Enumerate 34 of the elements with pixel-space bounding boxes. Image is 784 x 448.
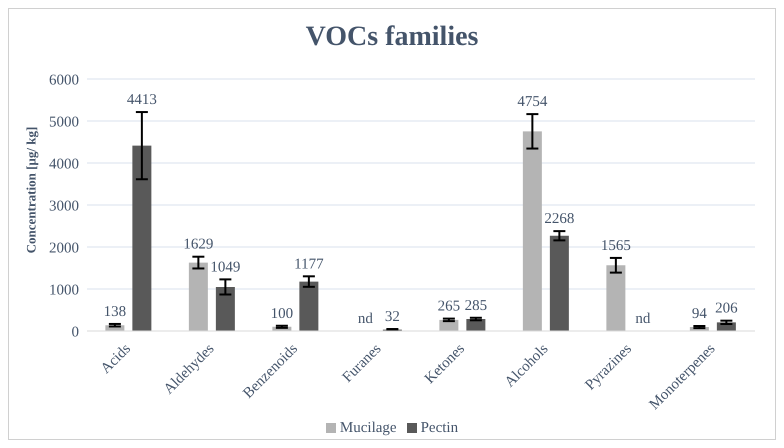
data-label: 1565 bbox=[600, 238, 631, 254]
data-label: 1629 bbox=[183, 236, 214, 253]
bar bbox=[522, 131, 542, 331]
bar bbox=[132, 146, 152, 331]
y-tick-label: 2000 bbox=[49, 240, 79, 256]
data-label: 1049 bbox=[210, 259, 240, 276]
data-label: 100 bbox=[270, 306, 294, 322]
y-tick-label: 6000 bbox=[49, 72, 79, 88]
data-label: 94 bbox=[692, 306, 708, 322]
y-tick-label: 4000 bbox=[49, 156, 79, 172]
legend-label: Pectin bbox=[420, 420, 458, 436]
bar bbox=[606, 265, 626, 331]
text: nd bbox=[635, 311, 650, 327]
y-tick-label: 3000 bbox=[49, 198, 79, 214]
text: nd bbox=[358, 311, 373, 327]
data-label: 4754 bbox=[517, 94, 548, 110]
bar bbox=[299, 282, 318, 331]
data-label: 285 bbox=[464, 298, 488, 314]
data-label: 1177 bbox=[294, 256, 324, 272]
data-label: 138 bbox=[104, 304, 126, 320]
y-tick-label: 1000 bbox=[49, 282, 79, 298]
y-tick-label: 0 bbox=[72, 324, 79, 340]
data-label: 206 bbox=[715, 300, 738, 317]
legend-label: Mucilage bbox=[340, 420, 397, 436]
y-tick-label: 5000 bbox=[49, 114, 79, 130]
bar bbox=[216, 286, 235, 331]
bar bbox=[550, 236, 569, 331]
data-label: 32 bbox=[384, 309, 400, 326]
chart-title: VOCs families bbox=[304, 21, 480, 54]
data-label: 2268 bbox=[544, 211, 574, 228]
data-label: 265 bbox=[438, 298, 460, 315]
data-label: 4413 bbox=[126, 92, 157, 108]
bar bbox=[188, 262, 208, 331]
y-axis-title: Concentration [µg/ kg] bbox=[23, 126, 39, 254]
